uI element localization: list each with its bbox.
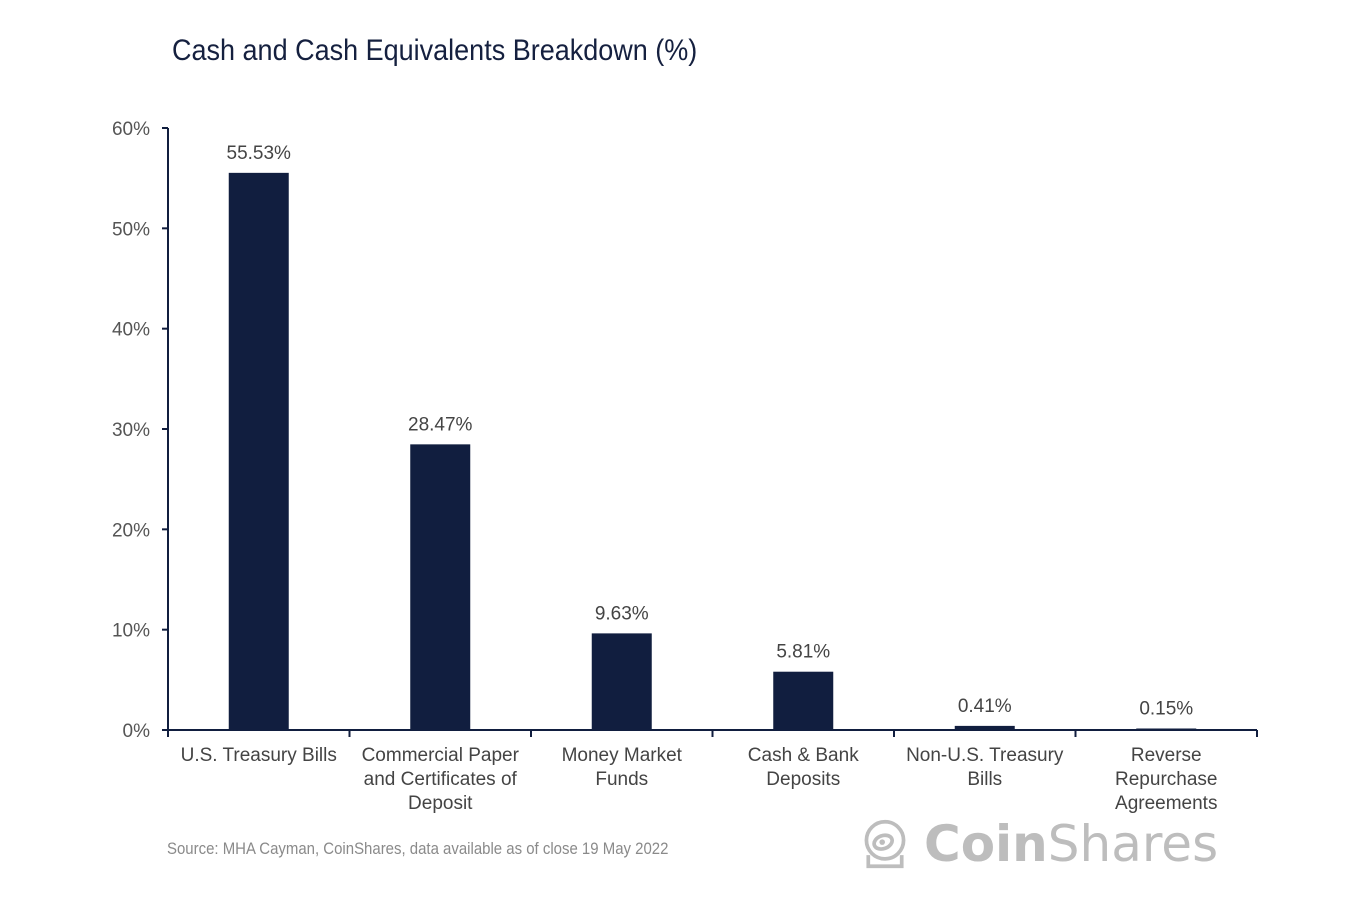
y-tick-label: 20% (112, 520, 150, 541)
bar (1136, 728, 1197, 730)
data-label: 28.47% (408, 414, 473, 435)
coinshares-logo: Coin Shares (860, 818, 1218, 870)
bar (410, 444, 471, 730)
y-tick-label: 10% (112, 621, 150, 642)
x-tick-label: Reverse (1131, 745, 1202, 766)
y-tick-label: 40% (112, 320, 150, 341)
logo-text-coin: Coin (924, 815, 1048, 873)
x-tick-label: U.S. Treasury Bills (181, 745, 337, 766)
bar (591, 633, 652, 730)
data-label: 55.53% (227, 143, 292, 164)
x-tick-label: Funds (595, 769, 648, 790)
x-tick-label: Agreements (1115, 793, 1217, 814)
x-tick-label: Money Market (562, 745, 683, 766)
x-tick-label: Commercial Paper (362, 745, 520, 766)
y-tick-label: 0% (123, 721, 151, 742)
y-tick-label: 50% (112, 219, 150, 240)
astronaut-helmet-icon (864, 819, 906, 869)
source-note: Source: MHA Cayman, CoinShares, data ava… (167, 839, 669, 858)
y-tick-label: 60% (112, 119, 150, 140)
data-label: 5.81% (776, 642, 830, 663)
data-label: 0.41% (958, 696, 1012, 717)
data-label: 0.15% (1139, 698, 1193, 719)
x-tick-label: Deposit (408, 793, 473, 814)
bar (954, 725, 1015, 730)
x-tick-label: Cash & Bank (748, 745, 859, 766)
y-tick-label: 30% (112, 420, 150, 441)
x-tick-label: Deposits (766, 769, 840, 790)
x-tick-label: Non-U.S. Treasury (906, 745, 1064, 766)
data-label: 9.63% (595, 603, 649, 624)
bar (228, 172, 289, 730)
logo-text-shares: Shares (1047, 815, 1219, 873)
bar (773, 671, 834, 730)
x-tick-label: Repurchase (1115, 769, 1217, 790)
x-tick-label: and Certificates of (364, 769, 518, 790)
chart-title: Cash and Cash Equivalents Breakdown (%) (172, 34, 698, 67)
x-tick-label: Bills (967, 769, 1002, 790)
